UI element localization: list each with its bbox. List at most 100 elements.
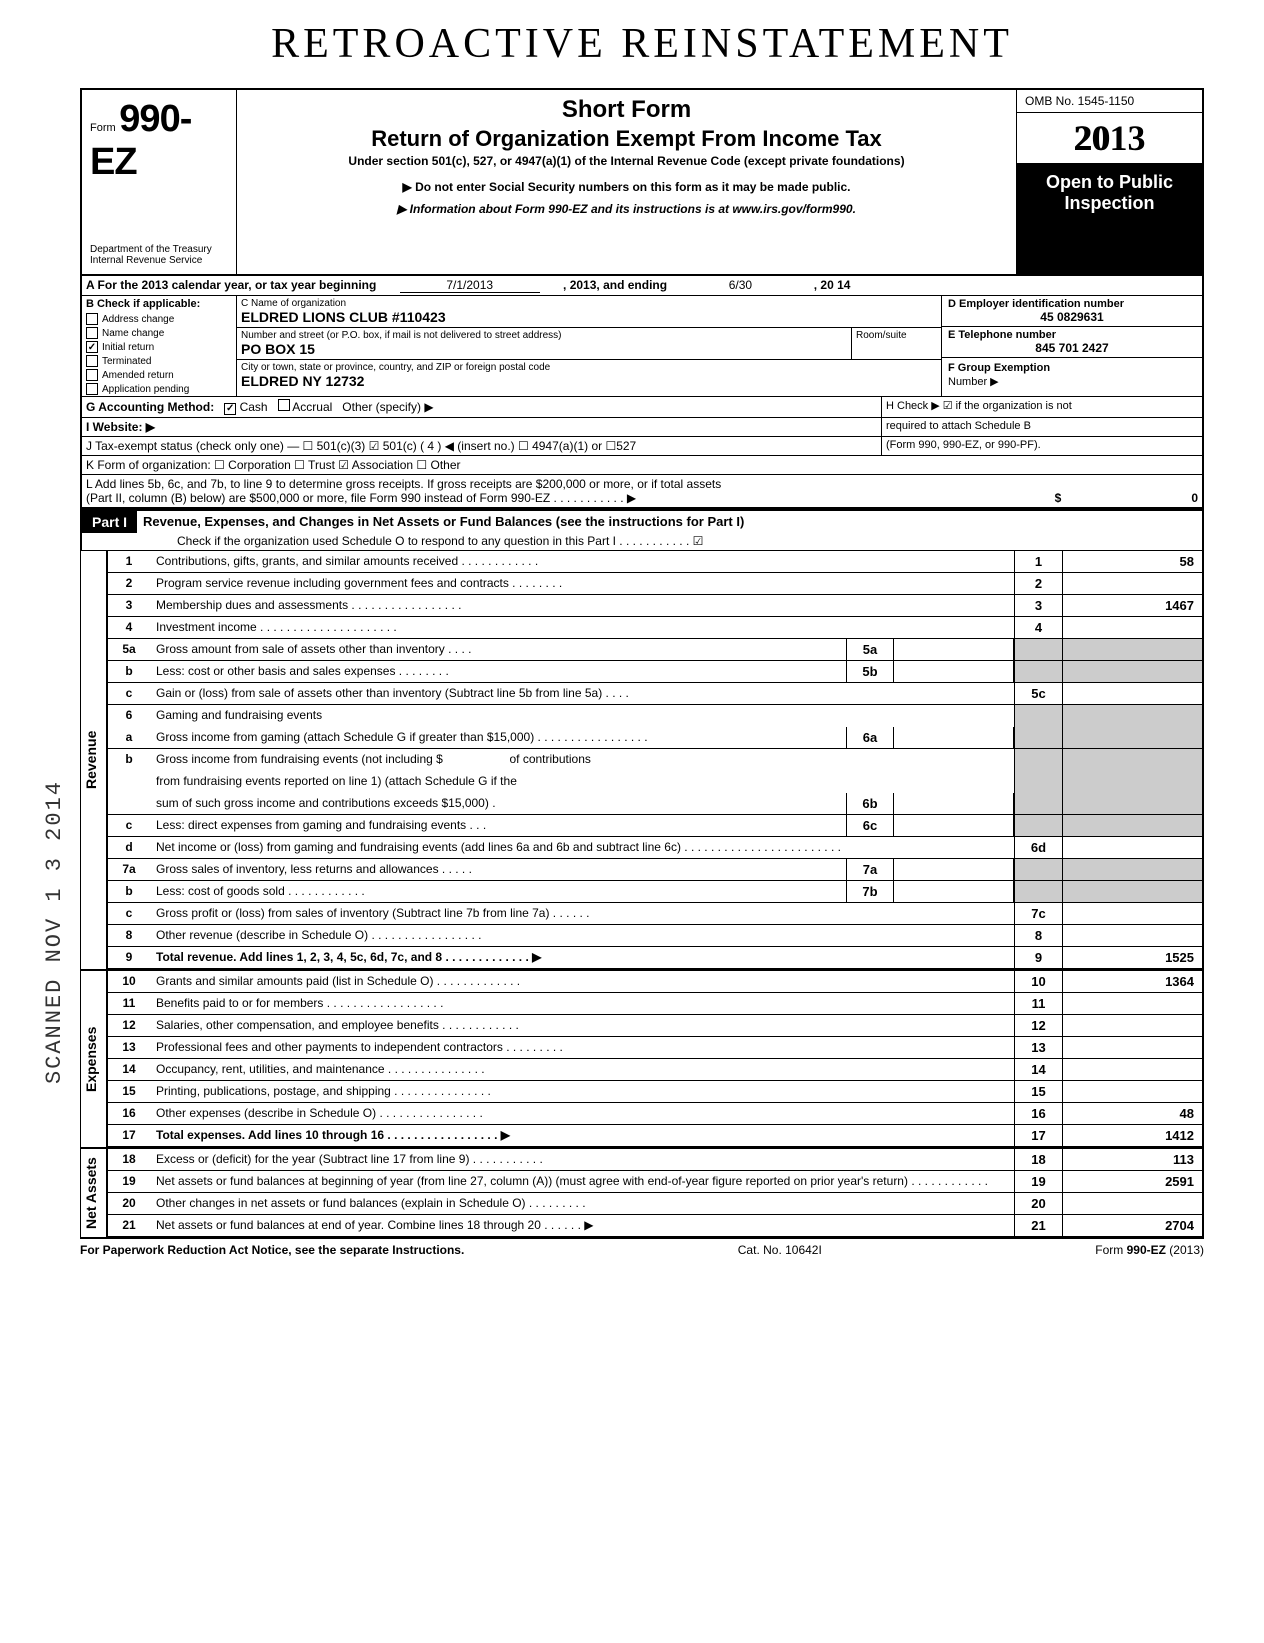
- line-end-num: 2: [1014, 573, 1062, 594]
- line-val-shaded: [1062, 661, 1202, 682]
- applicable-checkbox[interactable]: ✓: [86, 341, 98, 353]
- applicable-label: Terminated: [102, 356, 151, 367]
- line-number: c: [108, 903, 150, 924]
- row-h-line3: (Form 990, 990-EZ, or 990-PF).: [886, 439, 1198, 451]
- mid-num: 5b: [846, 661, 894, 682]
- line-value: [1062, 1015, 1202, 1036]
- line-end-num: 15: [1014, 1081, 1062, 1102]
- line-label: Grants and similar amounts paid (list in…: [150, 971, 1014, 992]
- line-number: 8: [108, 925, 150, 946]
- row-j: J Tax-exempt status (check only one) — ☐…: [82, 437, 882, 455]
- line-end-shaded: [1014, 881, 1062, 902]
- line-val-shaded: [1062, 859, 1202, 880]
- line-label: Total expenses. Add lines 10 through 16 …: [150, 1125, 1014, 1146]
- line-end-shaded: [1014, 815, 1062, 836]
- line-value: [1062, 683, 1202, 704]
- line-end-num: 3: [1014, 595, 1062, 616]
- line-number: 15: [108, 1081, 150, 1102]
- footer-right: Form 990-EZ (2013)Form 990-EZ (2013): [1095, 1243, 1204, 1257]
- row-i-label: I Website: ▶: [86, 420, 155, 434]
- line-number: 20: [108, 1193, 150, 1214]
- line-number: 7a: [108, 859, 150, 880]
- line-end-shaded: [1014, 859, 1062, 880]
- line-end-num: 17: [1014, 1125, 1062, 1146]
- mid-num: 7b: [846, 881, 894, 902]
- line-number: 1: [108, 551, 150, 572]
- line-end-shaded: [1014, 661, 1062, 682]
- line-end-shaded: [1014, 639, 1062, 660]
- applicable-checkbox[interactable]: [86, 369, 98, 381]
- line-number: 14: [108, 1059, 150, 1080]
- cash-checkbox[interactable]: ✓: [224, 403, 236, 415]
- line-val-shaded: [1062, 815, 1202, 836]
- dept-treasury: Department of the Treasury Internal Reve…: [90, 244, 228, 266]
- applicable-checkbox[interactable]: [86, 327, 98, 339]
- line-row: 8 Other revenue (describe in Schedule O)…: [108, 925, 1204, 947]
- line-row: 9 Total revenue. Add lines 1, 2, 3, 4, 5…: [108, 947, 1204, 969]
- line-end-num: 16: [1014, 1103, 1062, 1124]
- line-number: 12: [108, 1015, 150, 1036]
- line-value: [1062, 1037, 1202, 1058]
- line-value: [1062, 573, 1202, 594]
- line-value: [1062, 1193, 1202, 1214]
- line-end-num: 1: [1014, 551, 1062, 572]
- line-end-num: 5c: [1014, 683, 1062, 704]
- other-label: Other (specify) ▶: [342, 400, 433, 414]
- expenses-side-label: Expenses: [80, 971, 108, 1147]
- accrual-checkbox[interactable]: [278, 399, 290, 411]
- netassets-side-label: Net Assets: [80, 1149, 108, 1237]
- line-number: 9: [108, 947, 150, 968]
- line-number: b: [108, 881, 150, 902]
- line-label: Other expenses (describe in Schedule O) …: [150, 1103, 1014, 1124]
- applicable-checkbox[interactable]: [86, 355, 98, 367]
- street-label: Number and street (or P.O. box, if mail …: [241, 330, 847, 341]
- row-c-label: C Name of organization: [241, 298, 937, 309]
- tax-year: 20201313: [1074, 118, 1146, 158]
- line-label: Investment income . . . . . . . . . . . …: [150, 617, 1014, 638]
- short-form-label: Short Form: [247, 96, 1006, 124]
- line-label: Printing, publications, postage, and shi…: [150, 1081, 1014, 1102]
- mid-val: [894, 881, 1014, 902]
- return-title: Return of Organization Exempt From Incom…: [247, 126, 1006, 152]
- line-label: Excess or (deficit) for the year (Subtra…: [150, 1149, 1014, 1170]
- row-e-label: E Telephone number: [948, 329, 1196, 341]
- line-row: 18 Excess or (deficit) for the year (Sub…: [108, 1149, 1204, 1171]
- line-label: Gain or (loss) from sale of assets other…: [150, 683, 1014, 704]
- form-number: 990-EZ: [90, 98, 191, 183]
- part1-checkline: Check if the organization used Schedule …: [137, 532, 1202, 550]
- line-label: Occupancy, rent, utilities, and maintena…: [150, 1059, 1014, 1080]
- line-row: 14 Occupancy, rent, utilities, and maint…: [108, 1059, 1204, 1081]
- footer-center: Cat. No. 10642I: [738, 1243, 822, 1257]
- line-label: Total revenue. Add lines 1, 2, 3, 4, 5c,…: [150, 947, 1014, 968]
- line-number: 21: [108, 1215, 150, 1236]
- line-value: 48: [1062, 1103, 1202, 1124]
- row-g-label: G Accounting Method:: [86, 400, 214, 414]
- applicable-checkbox[interactable]: [86, 313, 98, 325]
- line-row: 15 Printing, publications, postage, and …: [108, 1081, 1204, 1103]
- line-end-num: 7c: [1014, 903, 1062, 924]
- row-a-mid: , 2013, and ending: [563, 278, 667, 292]
- scanned-stamp: SCANNED NOV 1 3 2014: [42, 780, 67, 1084]
- line-end-num: 14: [1014, 1059, 1062, 1080]
- line-number: c: [108, 683, 150, 704]
- row-h-line1: H Check ▶ ☑ if the organization is not: [886, 399, 1198, 412]
- line-value: 1467: [1062, 595, 1202, 616]
- line-number: 10: [108, 971, 150, 992]
- applicable-label: Application pending: [102, 384, 189, 395]
- row-f-label2: Number ▶: [948, 376, 999, 388]
- row-b-label: B Check if applicable:: [86, 298, 200, 310]
- line-row: 20 Other changes in net assets or fund b…: [108, 1193, 1204, 1215]
- line-label: Less: cost of goods sold . . . . . . . .…: [150, 881, 846, 902]
- line-label: Net assets or fund balances at end of ye…: [150, 1215, 1014, 1236]
- line-row: 5a Gross amount from sale of assets othe…: [108, 639, 1204, 661]
- line-number: 4: [108, 617, 150, 638]
- line-number: 3: [108, 595, 150, 616]
- line-number: 5a: [108, 639, 150, 660]
- line-row: b Less: cost of goods sold . . . . . . .…: [108, 881, 1204, 903]
- line-end-num: 8: [1014, 925, 1062, 946]
- line-value: 1364: [1062, 971, 1202, 992]
- form-prefix: Form: [90, 122, 116, 134]
- applicable-checkbox[interactable]: [86, 383, 98, 395]
- line-val-shaded: [1062, 639, 1202, 660]
- line-label: Gross amount from sale of assets other t…: [150, 639, 846, 660]
